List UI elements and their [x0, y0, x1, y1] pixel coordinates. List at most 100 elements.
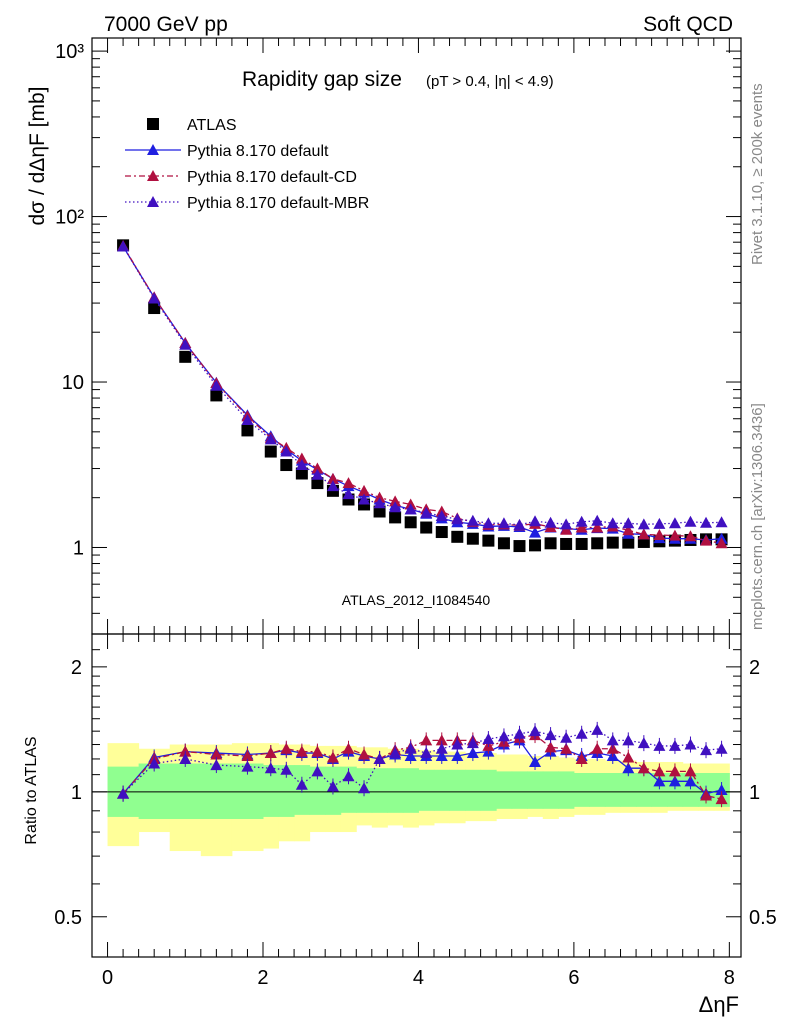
- atlas-data-point: [606, 536, 619, 549]
- mc-data-point: [653, 517, 666, 529]
- ratio-data-point: [700, 789, 713, 801]
- mc-data-point: [482, 517, 495, 529]
- mc-data-point: [295, 452, 308, 464]
- ratio-data-point: [591, 742, 604, 754]
- atlas-data-point: [404, 516, 417, 529]
- main-series-1: [117, 240, 728, 545]
- legend-marker-atlas: [147, 118, 159, 130]
- legend-label: ATLAS: [187, 117, 237, 134]
- y-tick-label: 1: [73, 537, 84, 559]
- mc-data-point: [606, 517, 619, 529]
- atlas-data-point: [560, 537, 573, 550]
- atlas-data-point: [179, 350, 192, 363]
- x-axis-label: ΔηF: [699, 992, 739, 1017]
- ratio-data-point: [342, 770, 355, 782]
- ratio-data-point: [148, 757, 161, 769]
- mc-data-point: [210, 379, 223, 391]
- atlas-data-point: [420, 521, 433, 534]
- analysis-id-label: ATLAS_2012_I1084540: [342, 592, 491, 608]
- ratio-data-point: [668, 765, 681, 777]
- atlas-data-point: [482, 534, 495, 547]
- ratio-band-stat: [620, 773, 637, 807]
- mc-data-point: [148, 292, 161, 304]
- mc-data-point: [117, 240, 130, 252]
- ratio-y-tick-label-left: 0.5: [54, 907, 82, 929]
- ratio-band-stat: [558, 771, 575, 809]
- ratio-data-point: [326, 751, 339, 763]
- ratio-data-point: [389, 747, 402, 759]
- ratio-data-point: [373, 752, 386, 764]
- ratio-data-point: [560, 742, 573, 754]
- mc-data-point: [544, 516, 557, 528]
- ratio-data-point: [637, 737, 650, 749]
- mc-data-point: [513, 518, 526, 530]
- mc-data-point: [529, 515, 542, 527]
- mc-data-point: [497, 517, 510, 529]
- x-tick-label: 0: [102, 967, 113, 989]
- ratio-data-point: [684, 765, 697, 777]
- ratio-data-point: [482, 733, 495, 745]
- mc-data-point: [700, 534, 713, 546]
- atlas-data-point: [529, 539, 542, 552]
- ratio-data-point: [529, 755, 542, 767]
- ratio-data-point: [497, 730, 510, 742]
- ratio-data-point: [591, 723, 604, 735]
- mc-data-point: [575, 515, 588, 527]
- x-tick-label: 6: [568, 967, 579, 989]
- mc-data-point: [241, 413, 254, 425]
- mc-data-point: [466, 514, 479, 526]
- ratio-plot-frame: [91, 633, 742, 958]
- mc-data-point: [389, 501, 402, 513]
- mc-data-point: [420, 506, 433, 518]
- chart-title-cuts: (pT > 0.4, |η| < 4.9): [426, 73, 554, 90]
- ratio-band-stat: [418, 769, 435, 811]
- ratio-data-point: [622, 734, 635, 746]
- ratio-data-point: [715, 793, 728, 805]
- mc-data-point: [389, 495, 402, 507]
- ratio-data-point: [560, 731, 573, 743]
- ratio-data-point: [264, 747, 277, 759]
- mc-data-point: [404, 503, 417, 515]
- ratio-data-point: [358, 748, 371, 760]
- ratio-data-point: [420, 747, 433, 759]
- mc-data-point: [451, 513, 464, 525]
- ratio-plot-panel: 0.5 0.5 1 1 2 2 0 2 4 6 8 Ratio to ATLAS ΔηF: [23, 633, 777, 1017]
- ratio-band-stat: [542, 771, 559, 809]
- ratio-data-point: [575, 752, 588, 764]
- atlas-data-point: [241, 424, 254, 437]
- atlas-data-point: [210, 389, 223, 402]
- mc-data-point: [637, 528, 650, 540]
- mc-series-line: [122, 246, 722, 526]
- ratio-data-point: [358, 782, 371, 794]
- atlas-data-point: [264, 445, 277, 458]
- atlas-data-point: [148, 302, 161, 315]
- ratio-band-stat: [496, 771, 513, 809]
- ratio-band-stat: [449, 769, 466, 811]
- legend-label: Pythia 8.170 default-CD: [187, 169, 357, 186]
- mc-data-point: [622, 517, 635, 529]
- ratio-data-point: [653, 765, 666, 777]
- y-tick-label: 10³: [55, 41, 84, 63]
- atlas-data-point: [435, 526, 448, 539]
- atlas-data-point: [451, 530, 464, 543]
- ratio-data-point: [513, 727, 526, 739]
- mc-data-point: [591, 521, 604, 533]
- main-series-3: [117, 240, 728, 530]
- ratio-data-point: [529, 725, 542, 737]
- mc-data-point: [684, 515, 697, 527]
- ratio-series-2: [117, 721, 728, 802]
- ratio-band-stat: [589, 773, 606, 807]
- ratio-data-point: [264, 762, 277, 774]
- mc-data-point: [668, 529, 681, 541]
- mc-data-point: [280, 445, 293, 457]
- ratio-data-point: [420, 734, 433, 746]
- ratio-data-point: [404, 742, 417, 754]
- ratio-data-point: [715, 742, 728, 754]
- ratio-data-point: [606, 734, 619, 746]
- mc-data-point: [295, 459, 308, 471]
- ratio-data-point: [451, 749, 464, 761]
- ratio-data-point: [117, 787, 130, 799]
- mc-data-point: [715, 516, 728, 528]
- main-series-2: [117, 239, 728, 549]
- ratio-data-point: [700, 744, 713, 756]
